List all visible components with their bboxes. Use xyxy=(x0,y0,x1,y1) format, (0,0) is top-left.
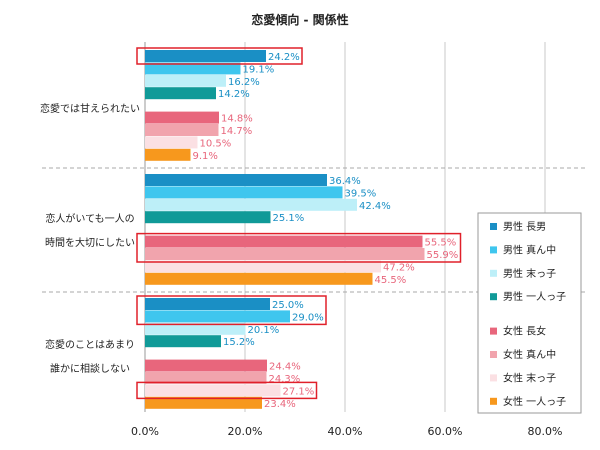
data-label: 42.4% xyxy=(359,201,391,212)
chart-title: 恋愛傾向 - 関係性 xyxy=(251,12,348,27)
category-label: 恋愛では甘えられたい xyxy=(40,102,140,115)
legend-label: 男性 長男 xyxy=(503,220,546,233)
highlight-box xyxy=(136,232,462,263)
category-label: 恋愛のことはあまり xyxy=(45,338,135,351)
legend-swatch xyxy=(490,397,497,405)
legend-swatch xyxy=(490,293,497,301)
data-label: 24.2% xyxy=(268,52,300,63)
data-label: 24.4% xyxy=(269,362,301,373)
legend-swatch xyxy=(490,223,497,230)
highlight-box xyxy=(136,47,303,65)
bar xyxy=(145,74,226,87)
x-tick-label: 80.0% xyxy=(528,425,563,438)
bar xyxy=(145,298,270,310)
bar xyxy=(145,174,327,186)
data-label: 55.5% xyxy=(425,238,457,249)
legend-swatch xyxy=(490,269,497,277)
bar xyxy=(145,248,425,260)
legend-label: 女性 真ん中 xyxy=(503,348,556,361)
data-label: 15.2% xyxy=(223,337,255,348)
bar xyxy=(145,148,191,161)
highlight-box xyxy=(136,295,327,326)
bar xyxy=(145,396,262,409)
data-label: 19.1% xyxy=(243,64,275,75)
bar xyxy=(145,211,271,224)
bar xyxy=(145,136,198,149)
x-tick-label: 20.0% xyxy=(228,425,263,438)
data-label: 14.2% xyxy=(218,89,250,100)
highlight-boxes xyxy=(136,47,462,400)
x-tick-label: 0.0% xyxy=(131,425,159,438)
bar xyxy=(145,272,373,285)
bar xyxy=(145,198,357,211)
data-label: 47.2% xyxy=(383,262,415,273)
bar xyxy=(145,335,221,348)
bar xyxy=(145,87,216,100)
data-label: 27.1% xyxy=(283,386,315,397)
legend-label: 男性 末っ子 xyxy=(503,267,556,280)
data-label: 25.1% xyxy=(273,213,305,224)
data-label: 29.0% xyxy=(292,312,324,323)
data-labels: 24.2% 36.4% 25.0% 19.1% 39.5% 29.0% 16.2% 42.4%… xyxy=(193,52,459,410)
category-label: 誰かに相談しない xyxy=(50,362,130,375)
category-label: 恋人がいても一人の xyxy=(45,212,134,225)
legend-label: 女性 一人っ子 xyxy=(503,395,566,408)
legend-swatch xyxy=(490,246,497,254)
bar xyxy=(145,62,241,75)
x-tick-label: 60.0% xyxy=(428,425,463,438)
legend-label: 男性 真ん中 xyxy=(503,243,556,256)
data-label: 20.1% xyxy=(248,325,280,336)
legend-label: 女性 末っ子 xyxy=(503,371,556,384)
data-label: 10.5% xyxy=(200,138,232,149)
data-label: 25.0% xyxy=(272,300,304,311)
bar xyxy=(145,359,267,372)
bar xyxy=(145,372,267,384)
bar xyxy=(145,310,290,323)
data-label: 16.2% xyxy=(228,77,260,88)
data-label: 23.4% xyxy=(264,399,296,410)
bar xyxy=(145,235,423,248)
bar xyxy=(145,260,381,273)
category-label: 時間を大切にしたい xyxy=(45,236,135,249)
data-label: 24.3% xyxy=(269,374,301,385)
category-labels: 恋愛では甘えられたい恋人がいても一人の時間を大切にしたい恋愛のことはあまり誰かに… xyxy=(40,102,140,375)
legend-label: 女性 長女 xyxy=(503,325,546,338)
data-label: 39.5% xyxy=(345,188,377,199)
bar xyxy=(145,111,219,124)
bars xyxy=(145,50,425,409)
bar xyxy=(145,322,246,335)
legend-swatch xyxy=(490,374,497,382)
bar xyxy=(145,186,343,199)
highlight-box xyxy=(136,381,318,400)
data-label: 14.8% xyxy=(221,114,253,125)
bar xyxy=(145,124,219,136)
data-label: 55.9% xyxy=(427,250,459,261)
data-label: 45.5% xyxy=(375,275,407,286)
legend-swatch xyxy=(490,351,497,358)
x-tick-label: 40.0% xyxy=(328,425,363,438)
legend-label: 男性 一人っ子 xyxy=(503,290,566,303)
legend-swatch xyxy=(490,327,497,335)
data-label: 14.7% xyxy=(221,126,253,137)
x-tick-labels: 0.0% 20.0% 40.0% 60.0% 80.0% xyxy=(131,425,562,438)
bar xyxy=(145,384,281,397)
data-label: 36.4% xyxy=(329,176,361,187)
bar xyxy=(145,50,266,62)
data-label: 9.1% xyxy=(193,151,218,162)
